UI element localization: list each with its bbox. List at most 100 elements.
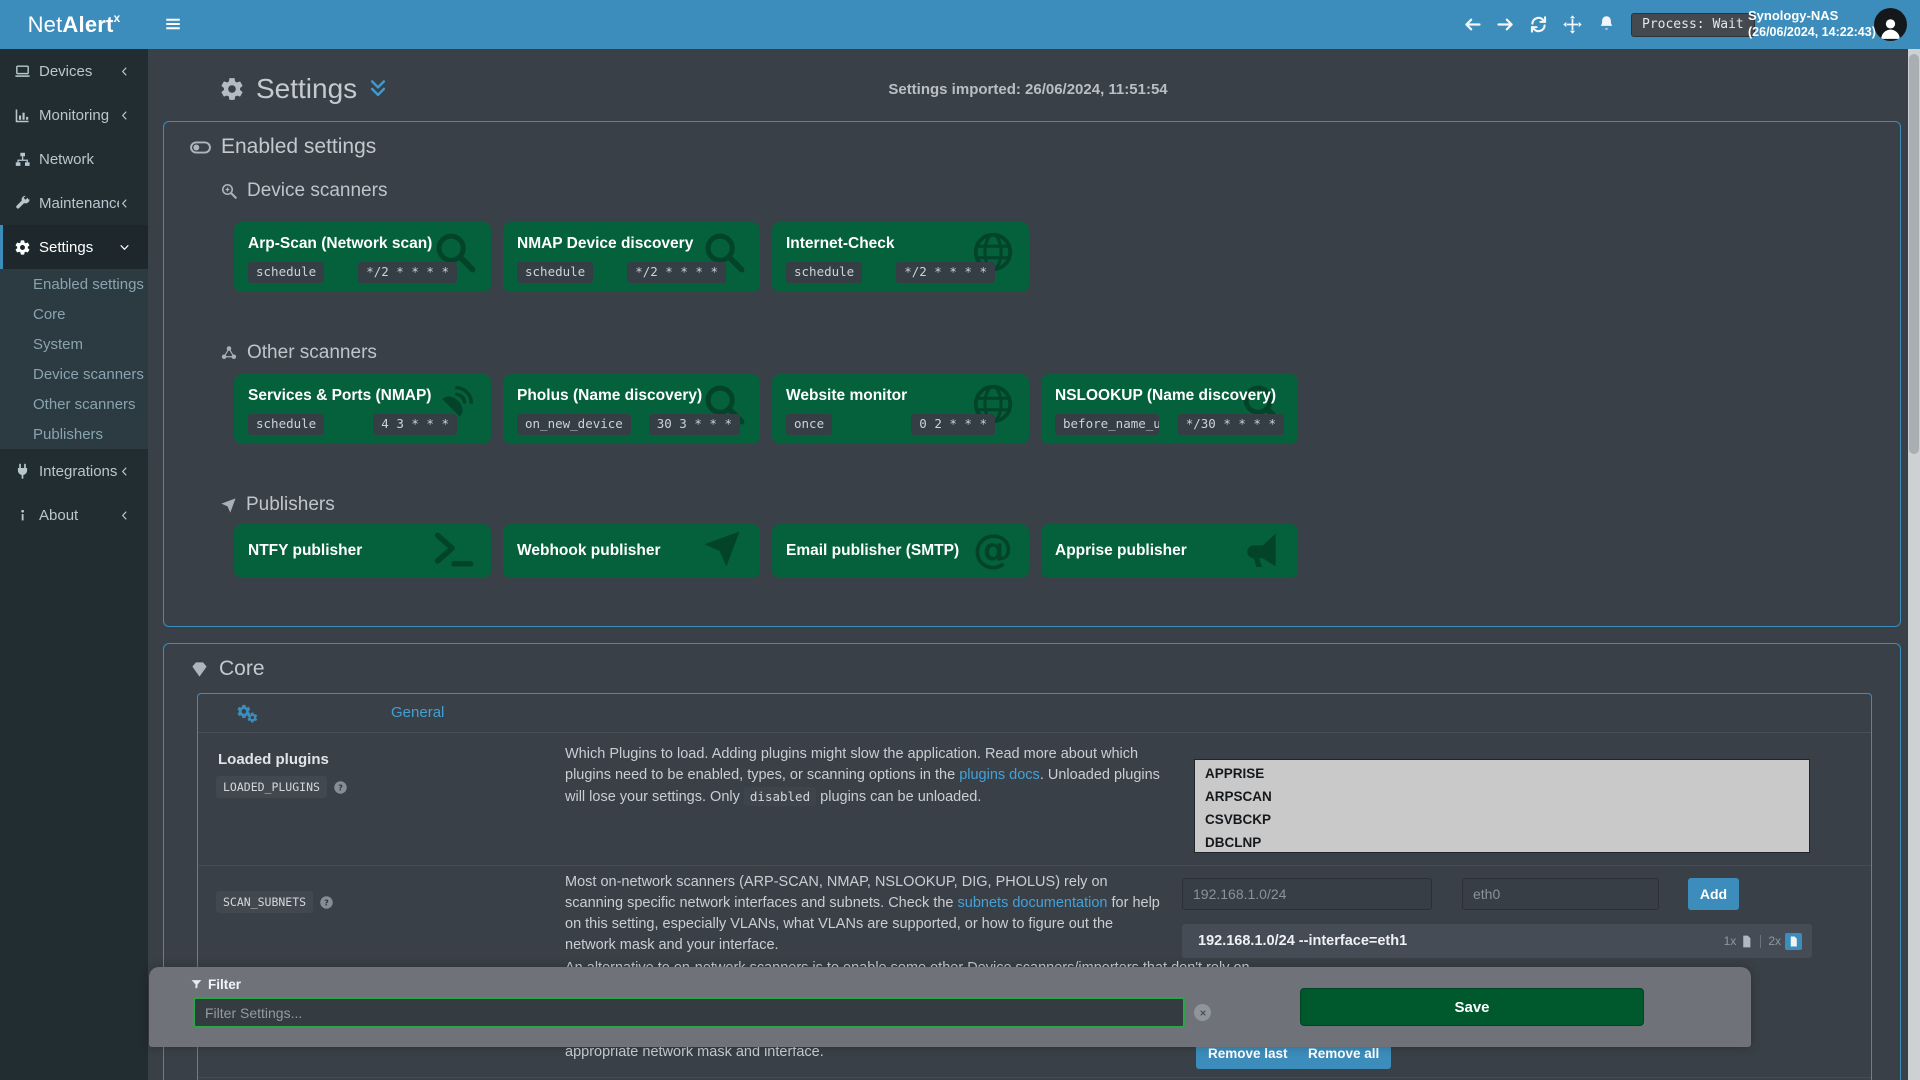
- vertical-scrollbar[interactable]: [1908, 49, 1920, 1080]
- section-title: Enabled settings: [221, 135, 377, 158]
- refresh-icon[interactable]: [1528, 14, 1549, 35]
- card-title: Internet-Check: [786, 235, 895, 252]
- sidebar-item-network[interactable]: Network: [0, 137, 148, 181]
- subnet-entry-row: 192.168.1.0/24 --interface=eth1 1x 2x: [1182, 924, 1812, 958]
- nav-forward-icon[interactable]: [1495, 14, 1516, 35]
- card-apprise[interactable]: Apprise publisher: [1041, 524, 1298, 578]
- cron-value-badge: */2 * * * *: [358, 262, 457, 283]
- card-title: Apprise publisher: [1055, 542, 1187, 559]
- gears-icon[interactable]: [236, 703, 260, 725]
- plugins-docs-link[interactable]: plugins docs: [959, 767, 1040, 783]
- gear-icon: [14, 239, 31, 256]
- add-button[interactable]: Add: [1688, 878, 1739, 910]
- clear-filter-button[interactable]: [1194, 1004, 1211, 1021]
- schedule-type-badge: on_new_device: [517, 414, 631, 435]
- move-arrows-icon[interactable]: [1562, 14, 1583, 35]
- listbox-option[interactable]: ARPSCAN: [1205, 789, 1272, 804]
- loaded-plugins-listbox[interactable]: APPRISE ARPSCAN CSVBCKP DBCLNP: [1194, 759, 1810, 853]
- sidebar-item-settings[interactable]: Settings: [0, 225, 148, 269]
- cron-value-badge: */2 * * * *: [896, 262, 995, 283]
- card-pholus[interactable]: Pholus (Name discovery) on_new_device 30 …: [503, 374, 760, 444]
- schedule-type-badge: schedule: [786, 262, 863, 283]
- row-divider: [198, 1077, 1871, 1078]
- sidebar-item-devices[interactable]: Devices: [0, 49, 148, 93]
- description-text: Which Plugins to load. Adding plugins mi…: [565, 746, 1139, 783]
- subnets-docs-link[interactable]: subnets documentation: [957, 895, 1108, 911]
- sidebar: Devices Monitoring Network Maintenance S…: [0, 49, 148, 1080]
- submenu-item-other-scanners[interactable]: Other scanners: [33, 395, 136, 413]
- scrollbar-thumb[interactable]: [1909, 54, 1919, 454]
- document-icon[interactable]: [1740, 935, 1753, 948]
- other-scanner-cards: Services & Ports (NMAP) schedule 4 3 * * …: [234, 374, 1298, 444]
- card-nmap-discovery[interactable]: NMAP Device discovery schedule */2 * * * …: [503, 222, 760, 292]
- sidebar-label: Maintenance: [39, 194, 119, 212]
- filter-settings-input[interactable]: [193, 997, 1185, 1028]
- question-circle-icon[interactable]: [319, 895, 334, 910]
- sidebar-item-about[interactable]: About: [0, 493, 148, 537]
- submenu-item-core[interactable]: Core: [33, 305, 66, 323]
- card-email-smtp[interactable]: Email publisher (SMTP): [772, 524, 1029, 578]
- loaded-plugins-label: Loaded plugins: [218, 751, 329, 768]
- setting-key-badge: LOADED_PLUGINS: [216, 776, 327, 798]
- code-chip: disabled: [743, 787, 817, 806]
- submenu-item-device-scanners[interactable]: Device scanners: [33, 365, 144, 383]
- save-button[interactable]: Save: [1300, 988, 1644, 1026]
- card-title: NSLOOKUP (Name discovery): [1055, 387, 1277, 404]
- sidebar-label: Integrations: [39, 462, 118, 480]
- group-title: Other scanners: [247, 342, 377, 363]
- edit-entry-button[interactable]: [1785, 932, 1802, 950]
- brand-logo[interactable]: Net Alert x: [0, 0, 148, 49]
- submenu-item-system[interactable]: System: [33, 335, 84, 353]
- host-name: Synology-NAS: [1748, 8, 1839, 23]
- brand-text-light: Net: [27, 11, 63, 37]
- card-ntfy[interactable]: NTFY publisher: [234, 524, 491, 578]
- sidebar-item-monitoring[interactable]: Monitoring: [0, 93, 148, 137]
- cron-value-badge: 4 3 * * *: [373, 414, 457, 435]
- setting-key-badge: SCAN_SUBNETS: [216, 891, 314, 913]
- settings-submenu: Enabled settings Core System Device scan…: [0, 269, 148, 449]
- brand-text-bold: Alert: [62, 11, 114, 37]
- card-website-monitor[interactable]: Website monitor once 0 2 * * *: [772, 374, 1029, 444]
- cron-value-badge: */2 * * * *: [627, 262, 726, 283]
- listbox-option[interactable]: APPRISE: [1205, 766, 1265, 781]
- submenu-item-enabled-settings[interactable]: Enabled settings: [33, 275, 144, 293]
- notifications-bell-icon[interactable]: [1596, 14, 1617, 35]
- wrench-icon: [14, 195, 31, 212]
- interface-input[interactable]: [1462, 878, 1659, 910]
- sidebar-toggle-icon[interactable]: [163, 15, 183, 33]
- card-services-ports[interactable]: Services & Ports (NMAP) schedule 4 3 * * …: [234, 374, 491, 444]
- listbox-option[interactable]: DBCLNP: [1205, 835, 1262, 850]
- tab-general[interactable]: General: [391, 704, 445, 721]
- row-divider: [198, 865, 1871, 866]
- description-text: for help on this setting, especially VLA…: [565, 895, 1160, 953]
- enabled-settings-header: Enabled settings: [190, 135, 376, 159]
- enabled-settings-panel: Enabled settings Device scanners Arp-Sca…: [163, 121, 1901, 627]
- core-tab-bar: General: [198, 694, 1871, 733]
- description-text: Most on-network scanners (ARP-SCAN, NMAP…: [565, 874, 1108, 911]
- funnel-icon: [190, 978, 203, 991]
- card-title: Email publisher (SMTP): [786, 542, 960, 559]
- scan-subnets-setting: SCAN_SUBNETS: [216, 891, 334, 913]
- question-circle-icon[interactable]: [333, 780, 348, 795]
- card-webhook[interactable]: Webhook publisher: [503, 524, 760, 578]
- description-text: . Unloaded plugins will lose your settin…: [565, 767, 1160, 805]
- card-internet-check[interactable]: Internet-Check schedule */2 * * * *: [772, 222, 1029, 292]
- top-navbar: Net Alert x Process: Wait Synology-NAS (26…: [0, 0, 1920, 49]
- sidebar-item-maintenance[interactable]: Maintenance: [0, 181, 148, 225]
- card-nslookup[interactable]: NSLOOKUP (Name discovery) before_name_up…: [1041, 374, 1298, 444]
- card-arp-scan[interactable]: Arp-Scan (Network scan) schedule */2 * * …: [234, 222, 491, 292]
- loaded-plugins-setting: LOADED_PLUGINS: [216, 776, 348, 798]
- chevron-left-icon: [119, 510, 130, 521]
- sidebar-item-integrations[interactable]: Integrations: [0, 449, 148, 493]
- listbox-option[interactable]: CSVBCKP: [1205, 812, 1272, 827]
- submenu-item-publishers[interactable]: Publishers: [33, 425, 104, 443]
- divider: [1760, 934, 1762, 948]
- card-title: Pholus (Name discovery): [517, 387, 703, 404]
- device-scanners-header: Device scanners: [220, 180, 387, 202]
- user-avatar[interactable]: [1874, 8, 1907, 41]
- nodes-icon: [220, 344, 238, 362]
- entry-controls: 1x 2x: [1724, 932, 1802, 950]
- subnet-input[interactable]: [1182, 878, 1432, 910]
- nav-back-icon[interactable]: [1462, 14, 1483, 35]
- sidebar-label: About: [39, 506, 79, 524]
